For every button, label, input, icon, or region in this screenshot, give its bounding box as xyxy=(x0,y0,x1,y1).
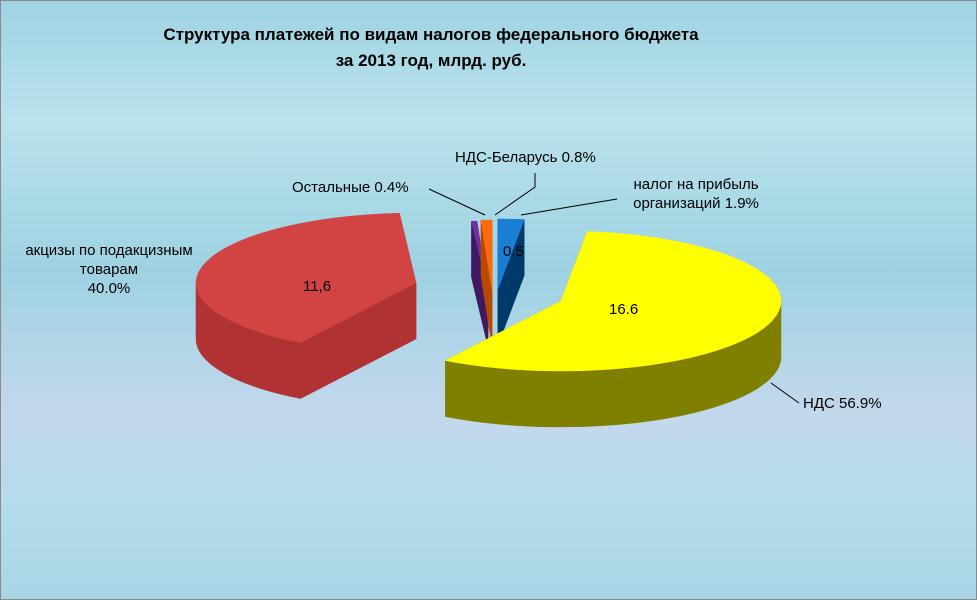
percent-label: 0.8% xyxy=(561,149,596,166)
category-name: Остальные xyxy=(292,179,371,196)
category-name: НДС-Беларусь xyxy=(455,149,558,166)
data-label: НДС-Беларусь 0.8% xyxy=(455,148,596,167)
amount-label: 16.6 xyxy=(609,301,638,318)
percent-label: 40.0% xyxy=(87,280,131,297)
category-name: акцизы по подакцизным товарам xyxy=(25,242,193,278)
amount-label: 0.5 xyxy=(503,243,524,260)
data-label: налог на прибыль организаций 1.9% xyxy=(611,175,781,213)
leader-line xyxy=(770,382,800,404)
amount-value: 0.5 xyxy=(503,243,524,260)
leader-line xyxy=(494,173,536,216)
pie-slice xyxy=(195,212,417,343)
data-label: Остальные 0.4% xyxy=(292,178,409,197)
data-label: НДС 56.9% xyxy=(803,394,882,413)
percent-label: 1.9% xyxy=(724,195,759,212)
pie-slice xyxy=(444,231,782,372)
leader-line xyxy=(520,198,618,216)
category-name: НДС xyxy=(803,395,835,412)
category-name: налог на прибыль организаций xyxy=(633,176,759,212)
percent-label: 0.4% xyxy=(374,179,409,196)
percent-label: 56.9% xyxy=(839,395,882,412)
amount-value: 11,6 xyxy=(303,278,332,295)
data-label: акцизы по подакцизным товарам 40.0% xyxy=(19,241,199,298)
chart-title: за 2013 год, млрд. руб. xyxy=(335,51,527,70)
leader-line xyxy=(428,188,486,216)
pie-slice xyxy=(480,219,493,291)
amount-label: 11,6 xyxy=(303,278,331,295)
pie-slice xyxy=(497,218,525,290)
chart-title: Структура платежей по видам налогов феде… xyxy=(163,25,699,44)
amount-value: 16.6 xyxy=(609,301,639,318)
